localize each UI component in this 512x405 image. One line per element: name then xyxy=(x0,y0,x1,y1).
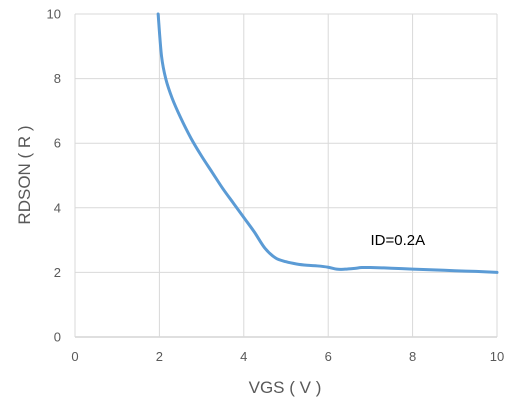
curve-annotation: ID=0.2A xyxy=(371,232,426,249)
x-tick-label: 10 xyxy=(490,349,504,364)
series-line xyxy=(156,12,499,274)
tick-labels: 0 2 4 6 8 10 0 2 4 6 8 10 xyxy=(47,7,505,365)
grid-lines xyxy=(74,13,498,338)
y-axis-title: RDSON ( R ) xyxy=(15,125,34,224)
y-tick-label: 4 xyxy=(54,200,61,215)
x-tick-label: 0 xyxy=(71,349,78,364)
x-tick-label: 8 xyxy=(409,349,416,364)
y-tick-label: 6 xyxy=(54,136,61,151)
y-tick-label: 0 xyxy=(54,330,61,345)
y-tick-label: 8 xyxy=(54,71,61,86)
x-axis-title: VGS ( V ) xyxy=(249,378,322,397)
x-tick-label: 6 xyxy=(325,349,332,364)
series-layer xyxy=(156,12,499,274)
annotation-layer: ID=0.2A xyxy=(371,232,426,249)
y-tick-label: 2 xyxy=(54,265,61,280)
x-tick-label: 4 xyxy=(240,349,247,364)
x-tick-label: 2 xyxy=(156,349,163,364)
y-tick-label: 10 xyxy=(47,7,61,22)
